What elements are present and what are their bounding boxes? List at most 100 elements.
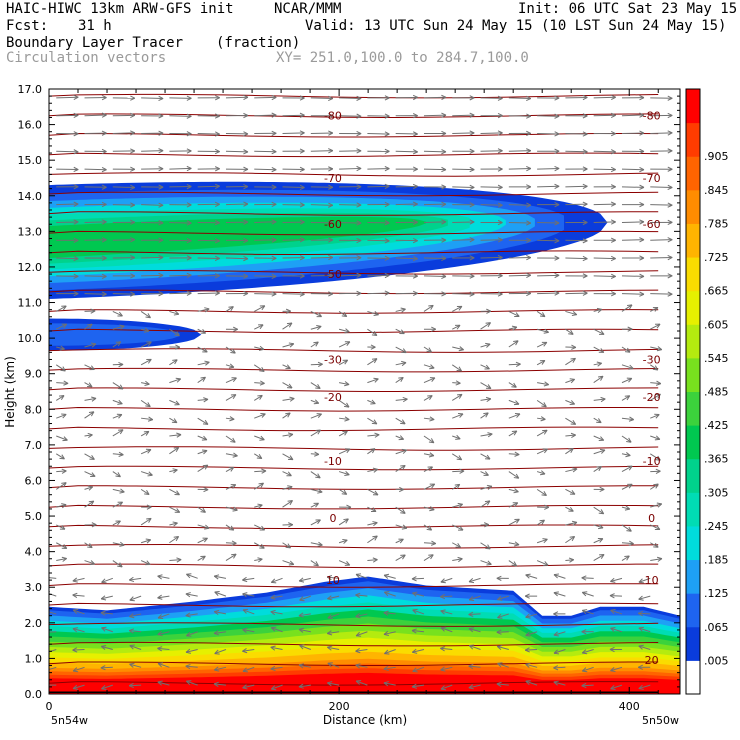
- vector-shaft: [440, 577, 453, 583]
- vector-arrow: [565, 447, 574, 455]
- vector-head: [497, 95, 503, 99]
- vector-head: [372, 559, 378, 563]
- vector-shaft: [338, 448, 351, 455]
- vector-head: [485, 364, 490, 370]
- vector-head: [599, 489, 605, 493]
- vector-arrow: [338, 448, 351, 455]
- vector-arrow: [197, 255, 220, 262]
- vector-head: [469, 237, 475, 241]
- vector-head: [373, 419, 378, 425]
- vector-arrow: [508, 451, 520, 457]
- vector-shaft: [565, 559, 574, 562]
- isotherm-line: [49, 309, 659, 314]
- vector-head: [570, 400, 576, 405]
- vector-arrow: [565, 557, 575, 563]
- vector-head: [553, 680, 559, 683]
- vector-head: [243, 115, 249, 119]
- vector-head: [484, 471, 489, 476]
- vector-head: [639, 239, 645, 243]
- vector-head: [58, 395, 65, 397]
- vector-head: [430, 554, 434, 560]
- vector-head: [298, 629, 304, 633]
- isotherm-line: [49, 211, 659, 216]
- vector-head: [497, 256, 503, 261]
- vector-shaft: [480, 433, 493, 437]
- vector-head: [204, 419, 209, 425]
- vector-shaft: [254, 221, 277, 223]
- vector-arrow: [508, 272, 532, 278]
- vector-head: [271, 94, 277, 98]
- vector-arrow: [395, 486, 404, 493]
- vector-head: [328, 113, 334, 117]
- vector-shaft: [225, 257, 248, 260]
- vector-head: [459, 470, 465, 474]
- vector-arrow: [72, 608, 85, 615]
- vector-head: [214, 290, 220, 294]
- vector-head: [344, 405, 350, 408]
- vector-arrow: [56, 219, 79, 225]
- vector-head: [129, 644, 135, 647]
- vector-head: [203, 486, 209, 491]
- vector-shaft: [565, 434, 576, 437]
- fcst-value: 31 h: [78, 18, 112, 34]
- vector-arrow: [621, 201, 645, 208]
- vector-head: [356, 115, 362, 119]
- vector-arrow: [480, 254, 503, 261]
- vector-arrow: [101, 626, 113, 633]
- vector-arrow: [593, 506, 605, 515]
- vector-head: [328, 254, 334, 258]
- vector-head: [158, 239, 164, 243]
- vector-head: [73, 239, 79, 243]
- vector-arrow: [508, 290, 532, 297]
- vector-shaft: [508, 399, 520, 405]
- vector-head: [402, 508, 406, 514]
- vector-shaft: [565, 203, 588, 206]
- vector-head: [402, 554, 406, 560]
- vector-head: [412, 273, 418, 277]
- y-tick-label: 7.0: [25, 439, 43, 452]
- vector-head: [554, 133, 560, 137]
- vector-head: [655, 435, 661, 440]
- vector-head: [242, 648, 247, 652]
- vector-arrow: [553, 649, 566, 655]
- vector-head: [440, 610, 445, 615]
- vector-arrow: [367, 467, 379, 473]
- vector-arrow: [112, 399, 123, 405]
- vector-arrow: [423, 184, 447, 190]
- vector-head: [243, 131, 249, 135]
- vector-arrow: [383, 610, 396, 616]
- vector-shaft: [452, 503, 463, 508]
- vector-head: [554, 95, 560, 99]
- vector-head: [328, 222, 334, 226]
- vector-head: [232, 348, 236, 354]
- vector-head: [271, 273, 277, 277]
- vector-head: [469, 148, 475, 152]
- vector-head: [384, 292, 390, 296]
- vector-arrow: [480, 342, 491, 348]
- vector-head: [553, 611, 559, 615]
- vector-head: [485, 322, 491, 324]
- vector-head: [625, 505, 631, 510]
- vector-head: [343, 311, 348, 317]
- vector-arrow: [129, 613, 142, 619]
- vector-head: [496, 681, 502, 685]
- vector-head: [73, 275, 79, 279]
- vector-head: [441, 221, 447, 225]
- vector-head: [327, 646, 332, 651]
- vector-arrow: [270, 645, 283, 651]
- vector-head: [468, 581, 475, 584]
- vector-head: [60, 369, 66, 372]
- vector-head: [186, 115, 192, 119]
- vector-head: [45, 650, 49, 653]
- vector-arrow: [621, 326, 633, 332]
- cross-section-coords: XY= 251.0,100.0 to 284.7,100.0: [276, 50, 529, 66]
- vector-head: [582, 609, 588, 611]
- colorbar-label: .005: [704, 654, 729, 667]
- vector-head: [570, 448, 574, 454]
- vector-shaft: [536, 538, 548, 544]
- vector-head: [526, 168, 532, 172]
- vector-shaft: [565, 506, 574, 512]
- vector-head: [344, 381, 350, 385]
- vector-arrow: [282, 500, 293, 508]
- field-name: Boundary Layer Tracer: [6, 35, 184, 51]
